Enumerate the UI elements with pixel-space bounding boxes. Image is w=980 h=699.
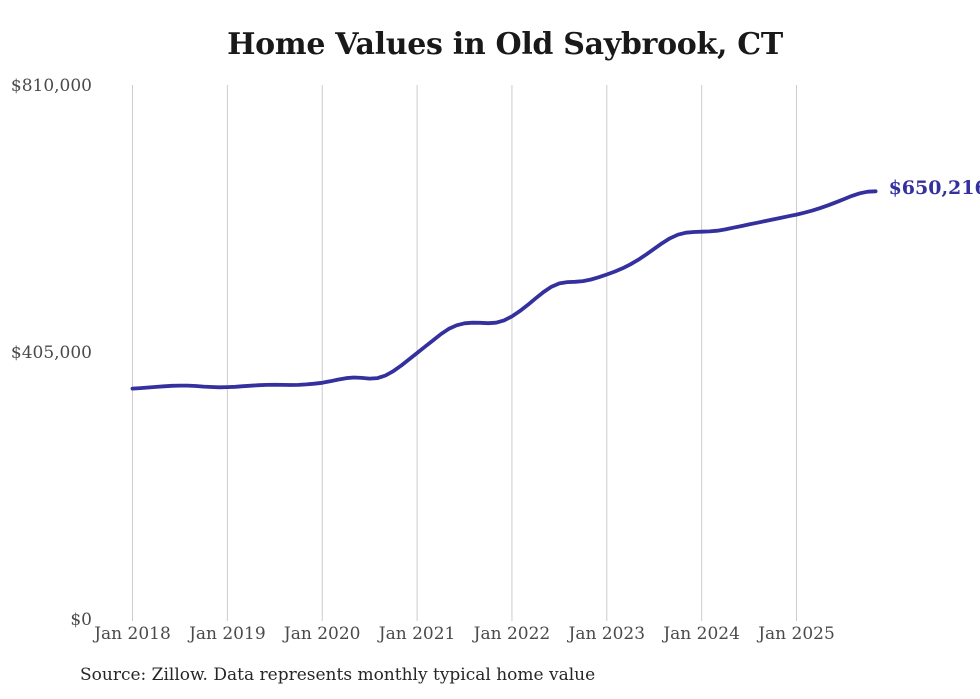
- x-tick-label: Jan 2021: [378, 624, 456, 644]
- gridlines: [132, 85, 798, 621]
- end-value-label: $650,216: [888, 177, 980, 200]
- x-tick-label: Jan 2019: [189, 624, 266, 644]
- source-note: Source: Zillow. Data represents monthly …: [80, 665, 596, 685]
- y-tick-label: $405,000: [10, 343, 92, 363]
- x-tick-label: Jan 2022: [473, 624, 551, 644]
- x-tick-label: Jan 2020: [283, 624, 361, 644]
- x-tick-label: Jan 2025: [758, 624, 835, 644]
- x-tick-label: Jan 2024: [663, 624, 740, 644]
- x-tick-label: Jan 2018: [94, 624, 171, 644]
- x-tick-label: Jan 2023: [568, 624, 646, 644]
- y-tick-label: $0: [70, 610, 92, 630]
- chart-title: Home Values in Old Saybrook, CT: [227, 27, 783, 62]
- y-tick-label: $810,000: [10, 76, 92, 96]
- home-value-line: [130, 189, 878, 391]
